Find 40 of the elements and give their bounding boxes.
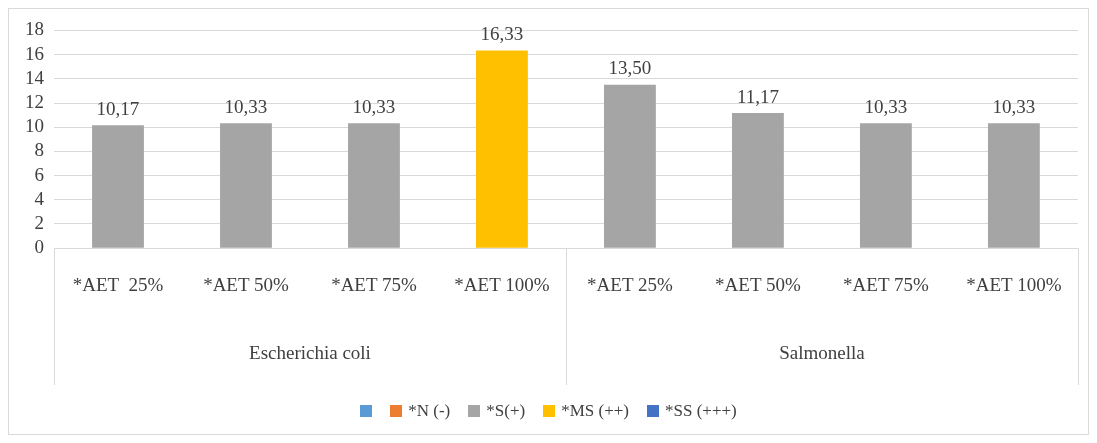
legend-label: *S(+) xyxy=(486,401,526,421)
data-label: 10,33 xyxy=(864,95,908,117)
bar xyxy=(92,125,144,248)
y-tick-label: 0 xyxy=(34,236,44,258)
y-tick-label: 4 xyxy=(34,187,45,209)
data-label: 13,50 xyxy=(608,57,652,79)
data-label: 10,33 xyxy=(992,95,1036,117)
bar xyxy=(476,50,528,248)
legend-label: *SS (+++) xyxy=(664,401,737,421)
data-label: 16,33 xyxy=(480,23,524,45)
bar xyxy=(348,123,400,248)
y-tick-label: 12 xyxy=(25,90,44,112)
bar xyxy=(731,113,784,248)
data-label: 11,17 xyxy=(736,85,779,107)
y-tick-label: 10 xyxy=(25,115,44,137)
x-tick-label: *AET 50% xyxy=(715,273,801,295)
bar xyxy=(220,123,272,248)
bar xyxy=(859,123,912,248)
y-tick-label: 14 xyxy=(25,66,45,88)
x-tick-label: *AET 100% xyxy=(454,273,550,295)
x-tick-label: *AET 25% xyxy=(587,273,673,295)
legend-label: *MS (++) xyxy=(561,401,629,421)
x-tick-label: *AET 75% xyxy=(843,273,929,295)
x-tick-label: *AET 25% xyxy=(72,273,164,295)
text: Escherichia coli xyxy=(249,342,371,364)
data-label: 10,33 xyxy=(224,95,268,117)
legend-label: *N (-) xyxy=(408,401,451,421)
data-label: 10,33 xyxy=(352,95,396,117)
x-tick-label: *AET 100% xyxy=(966,273,1062,295)
y-tick-label: 16 xyxy=(25,42,44,64)
y-tick-label: 6 xyxy=(34,163,44,185)
x-tick-label: *AET 50% xyxy=(203,273,289,295)
data-label: 10,17 xyxy=(96,97,140,119)
bar xyxy=(987,123,1040,248)
bar xyxy=(604,84,656,248)
y-tick-label: 2 xyxy=(34,211,44,233)
y-tick-label: 8 xyxy=(34,139,44,161)
x-tick-label: *AET 75% xyxy=(331,273,417,295)
text: Salmonella xyxy=(779,342,866,364)
y-tick-label: 18 xyxy=(25,18,44,40)
